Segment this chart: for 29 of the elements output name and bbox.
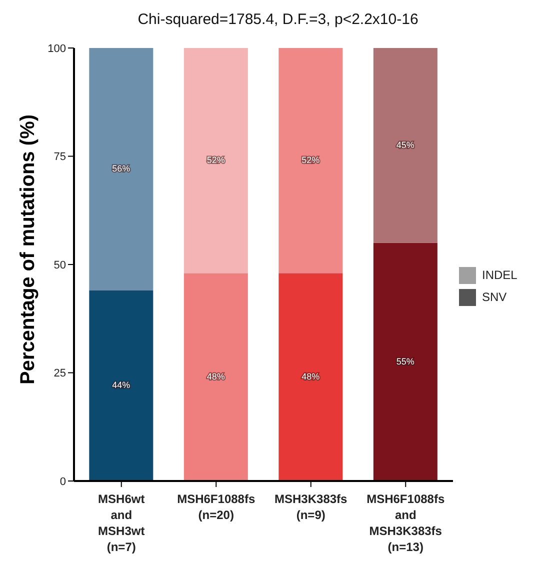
bar xyxy=(184,273,248,481)
data-label: 48% xyxy=(302,371,320,382)
bar xyxy=(184,48,248,274)
data-label: 52% xyxy=(206,154,225,165)
x-tick-label: MSH6F1088fs and MSH3K383fs (n=13) xyxy=(366,492,445,554)
bar xyxy=(278,48,343,274)
x-tick-label: MSH6wt and MSH3wt (n=7) xyxy=(98,492,145,554)
text: SNV xyxy=(482,290,507,304)
text: INDEL xyxy=(482,268,518,282)
bar xyxy=(278,273,343,481)
y-tick-label: 75 xyxy=(54,151,66,164)
y-tick-label: 50 xyxy=(54,259,66,272)
x-tick-label: MSH3K383fs (n=9) xyxy=(274,492,348,522)
y-tick-label: 100 xyxy=(48,42,66,55)
data-label: 52% xyxy=(302,154,320,165)
data-label: 48% xyxy=(206,371,225,382)
data-label: 45% xyxy=(396,140,414,150)
data-label: 44% xyxy=(112,380,130,390)
y-tick-label: 25 xyxy=(54,368,66,380)
data-label: 56% xyxy=(112,164,130,174)
bar xyxy=(373,242,438,481)
x-tick-label: MSH6F1088fs (n=20) xyxy=(177,492,256,522)
y-axis-title: Percentage of mutations (%) xyxy=(17,114,40,384)
bar xyxy=(373,48,438,243)
bar xyxy=(89,48,154,290)
y-tick-label: 0 xyxy=(60,476,66,488)
bar xyxy=(89,290,154,481)
data-label: 55% xyxy=(396,356,414,366)
chart-title: Chi-squared=1785.4, D.F.=3, p<2.2x10-16 xyxy=(136,11,420,28)
